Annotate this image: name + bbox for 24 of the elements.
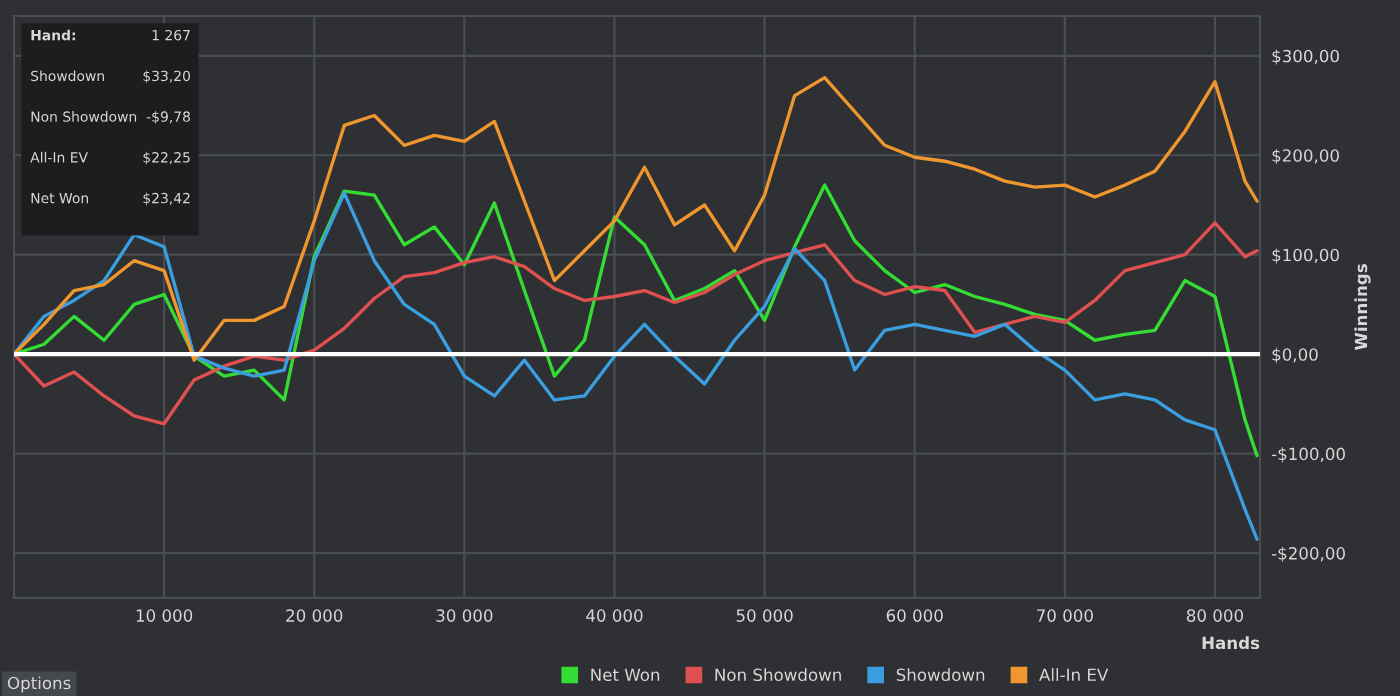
- line-series: [14, 191, 1259, 541]
- legend-label: Showdown: [896, 668, 985, 682]
- y-tick-label: $0,00: [1272, 347, 1318, 363]
- line-series: [14, 183, 1259, 458]
- line-series: [14, 221, 1259, 426]
- x-tick-label: 30 000: [436, 609, 493, 622]
- y-tick-label: -$200,00: [1271, 546, 1345, 562]
- x-tick-label: 80 000: [1186, 609, 1244, 622]
- y-axis-title: Winnings: [1354, 264, 1371, 351]
- x-tick-label: 20 000: [286, 609, 343, 622]
- x-axis-title: Hands: [1202, 636, 1260, 650]
- y-tick-label: -$100,00: [1271, 447, 1345, 463]
- x-tick-label: 40 000: [586, 609, 643, 622]
- x-tick-label: 70 000: [1037, 609, 1093, 622]
- legend-label: Net Won: [591, 668, 660, 682]
- y-tick-label: $200,00: [1272, 148, 1339, 165]
- text: Options: [7, 676, 71, 693]
- legend-label: All-In EV: [1039, 668, 1109, 681]
- x-tick-label: 60 000: [886, 609, 943, 622]
- legend-label: Non Showdown: [715, 668, 841, 682]
- y-tick-label: $300,00: [1272, 49, 1339, 65]
- x-tick-label: 10 000: [136, 609, 193, 622]
- x-tick-label: 50 000: [736, 609, 793, 622]
- y-tick-label: $100,00: [1272, 248, 1339, 264]
